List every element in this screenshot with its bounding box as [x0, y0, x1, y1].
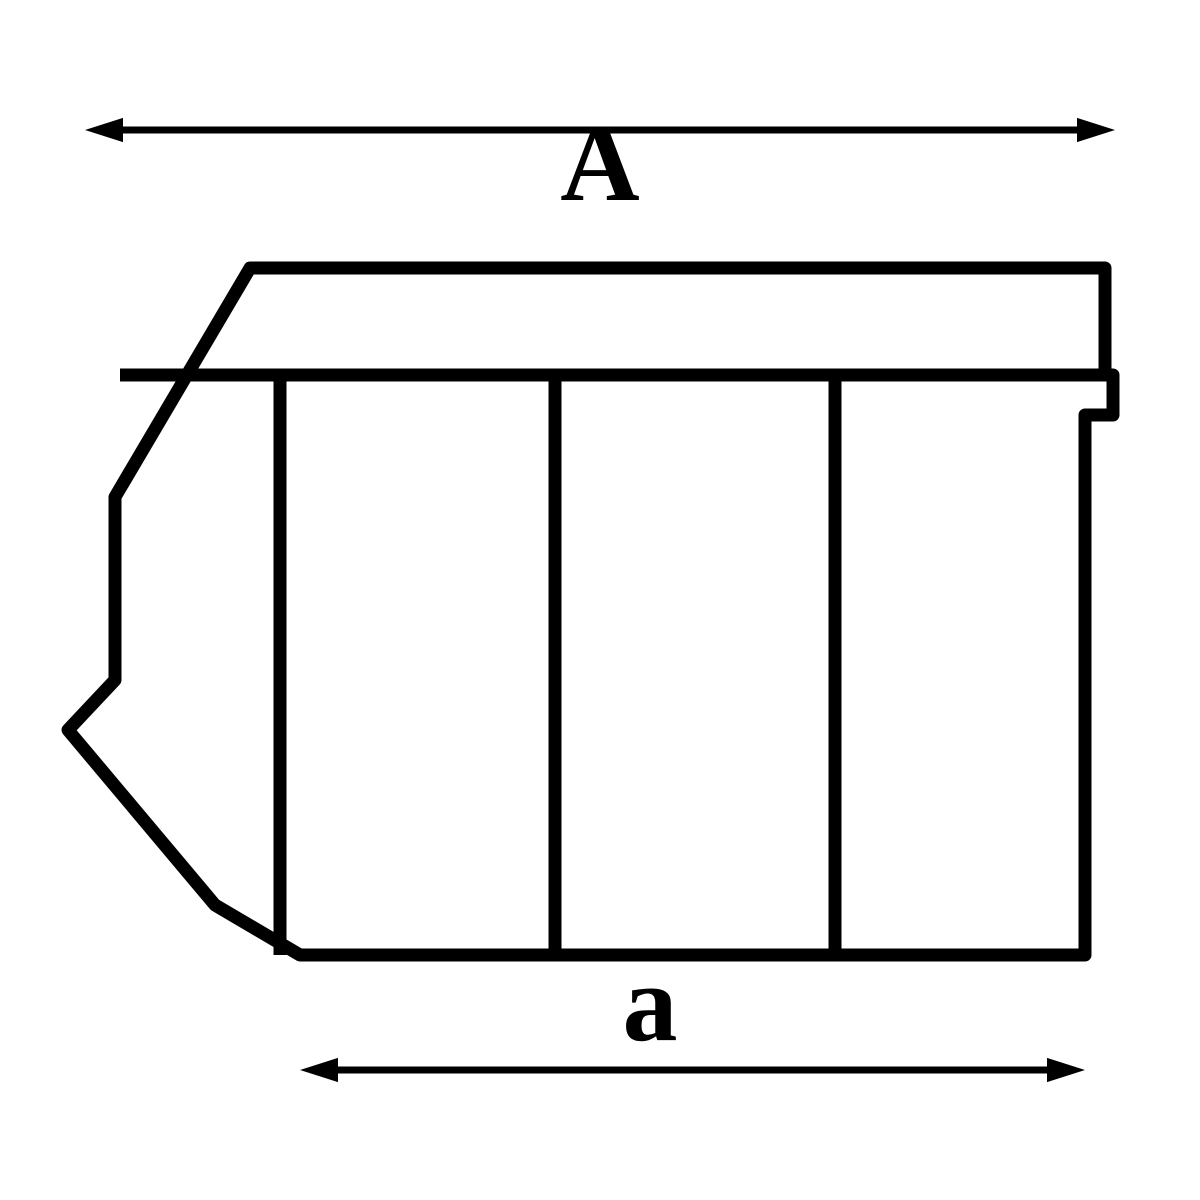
- dim-top-arrow-right: [1077, 118, 1115, 142]
- dim-label-A: A: [560, 102, 639, 224]
- dim-bottom-arrow-left: [300, 1058, 338, 1082]
- dim-label-a: a: [623, 942, 678, 1064]
- dim-bottom-arrow-right: [1047, 1058, 1085, 1082]
- dim-top-arrow-left: [85, 118, 123, 142]
